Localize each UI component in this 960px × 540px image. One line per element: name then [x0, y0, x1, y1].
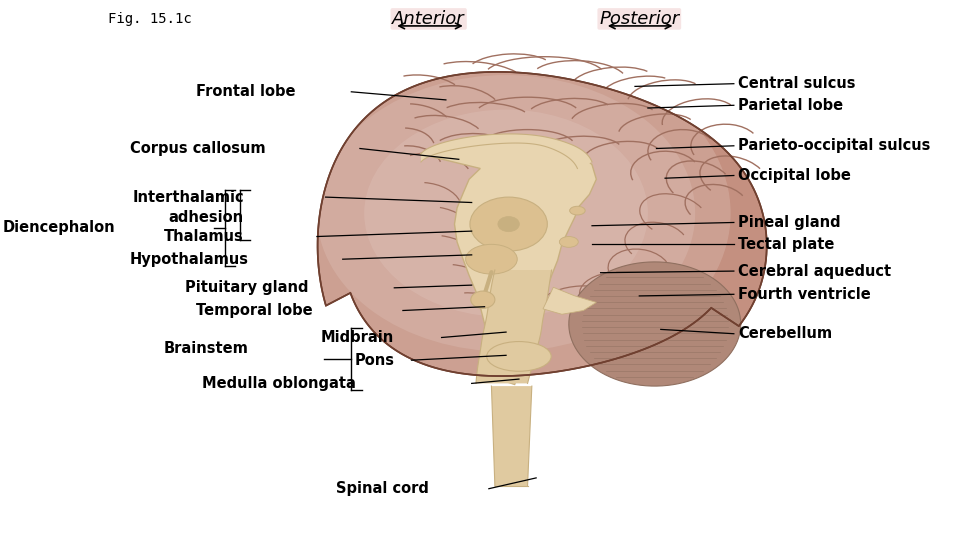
Ellipse shape	[470, 291, 495, 308]
Polygon shape	[569, 262, 741, 386]
Text: Brainstem: Brainstem	[163, 341, 249, 356]
Text: Pons: Pons	[354, 353, 395, 368]
Text: adhesion: adhesion	[169, 210, 244, 225]
Polygon shape	[543, 287, 596, 314]
Text: Cerebellum: Cerebellum	[738, 326, 832, 341]
Text: Tectal plate: Tectal plate	[738, 237, 834, 252]
Ellipse shape	[364, 110, 648, 317]
Ellipse shape	[560, 237, 578, 247]
Ellipse shape	[466, 244, 517, 274]
Ellipse shape	[498, 217, 519, 232]
Text: Fourth ventricle: Fourth ventricle	[738, 287, 871, 302]
Polygon shape	[420, 134, 592, 168]
Ellipse shape	[487, 341, 551, 372]
Polygon shape	[318, 72, 767, 376]
Text: Posterior: Posterior	[599, 10, 680, 28]
Text: Parieto-occipital sulcus: Parieto-occipital sulcus	[738, 138, 930, 153]
Text: Diencephalon: Diencephalon	[2, 220, 115, 235]
Ellipse shape	[317, 75, 695, 352]
Text: Midbrain: Midbrain	[321, 330, 395, 345]
Text: Fig. 15.1c: Fig. 15.1c	[108, 12, 192, 26]
Text: Medulla oblongata: Medulla oblongata	[202, 376, 355, 391]
Text: Occipital lobe: Occipital lobe	[738, 168, 851, 183]
Polygon shape	[492, 386, 532, 486]
Text: Corpus callosum: Corpus callosum	[130, 141, 265, 156]
Polygon shape	[420, 138, 596, 384]
Text: Temporal lobe: Temporal lobe	[196, 303, 313, 318]
Text: Central sulcus: Central sulcus	[738, 76, 855, 91]
Text: Hypothalamus: Hypothalamus	[130, 252, 249, 267]
Text: Pineal gland: Pineal gland	[738, 215, 841, 230]
Text: Pituitary gland: Pituitary gland	[185, 280, 308, 295]
Text: Thalamus: Thalamus	[164, 229, 244, 244]
Text: Cerebral aqueduct: Cerebral aqueduct	[738, 264, 891, 279]
Ellipse shape	[470, 197, 547, 251]
Text: Anterior: Anterior	[393, 10, 465, 28]
Ellipse shape	[281, 49, 731, 377]
Polygon shape	[476, 270, 552, 383]
Text: Parietal lobe: Parietal lobe	[738, 98, 843, 113]
Ellipse shape	[569, 206, 586, 215]
Text: Spinal cord: Spinal cord	[336, 481, 429, 496]
Text: Frontal lobe: Frontal lobe	[196, 84, 296, 99]
Text: Interthalamic: Interthalamic	[132, 190, 244, 205]
